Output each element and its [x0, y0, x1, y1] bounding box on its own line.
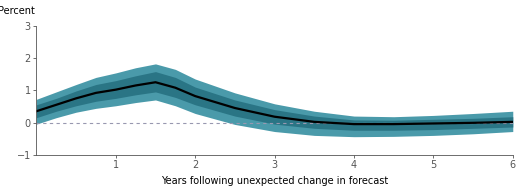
- X-axis label: Years following unexpected change in forecast: Years following unexpected change in for…: [161, 176, 388, 186]
- Text: Percent: Percent: [0, 6, 35, 16]
